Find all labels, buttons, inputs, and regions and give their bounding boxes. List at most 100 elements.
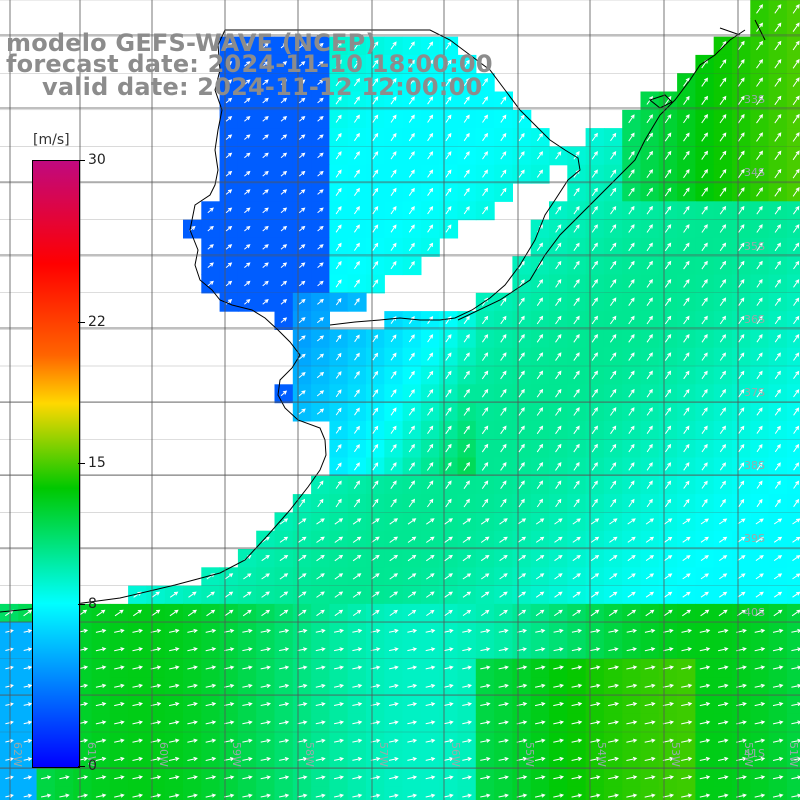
wind-arrow xyxy=(168,647,180,652)
wind-arrow xyxy=(408,334,415,343)
wind-arrow xyxy=(315,665,326,670)
wind-arrow xyxy=(408,41,415,50)
wind-cell xyxy=(256,786,276,800)
wind-arrow xyxy=(754,665,766,670)
wind-cell xyxy=(274,786,294,800)
wind-arrow xyxy=(352,554,362,562)
wind-arrow xyxy=(591,370,599,380)
wind-arrow xyxy=(408,370,415,379)
wind-arrow xyxy=(754,793,766,798)
wind-arrow xyxy=(590,518,600,525)
wind-arrow xyxy=(534,720,546,725)
wind-arrow xyxy=(426,573,435,580)
wind-arrow xyxy=(388,647,399,652)
wind-arrow xyxy=(206,609,216,617)
wind-arrow xyxy=(536,480,544,489)
wind-arrow xyxy=(480,536,490,543)
wind-arrow xyxy=(646,407,653,416)
wind-cell xyxy=(347,786,367,800)
wind-arrow xyxy=(333,720,345,725)
wind-arrow xyxy=(132,720,144,725)
wind-arrow xyxy=(719,498,726,508)
wind-cell xyxy=(786,109,800,129)
wind-cell xyxy=(109,786,129,800)
wind-arrow xyxy=(498,757,509,762)
wind-arrow xyxy=(388,628,399,634)
wind-arrow xyxy=(352,536,362,543)
wind-arrow xyxy=(426,554,435,562)
wind-arrow xyxy=(553,720,565,725)
wind-arrow xyxy=(610,443,617,453)
wind-arrow xyxy=(244,61,251,67)
wind-arrow xyxy=(610,151,617,160)
wind-arrow xyxy=(793,370,800,379)
wind-arrow xyxy=(315,793,326,798)
wind-arrow xyxy=(280,299,288,305)
wind-arrow xyxy=(445,334,452,343)
wind-arrow xyxy=(591,260,599,270)
wind-arrow xyxy=(205,628,217,633)
wind-arrow xyxy=(756,279,763,288)
wind-arrow xyxy=(463,352,470,361)
wind-arrow xyxy=(317,116,324,122)
wind-arrow xyxy=(756,132,764,142)
wind-arrow xyxy=(683,425,690,434)
wind-arrow xyxy=(683,95,690,105)
colorbar-unit: [m/s] xyxy=(33,132,70,148)
wind-arrow xyxy=(607,775,620,780)
wind-arrow xyxy=(626,665,638,670)
wind-arrow xyxy=(223,757,235,762)
wind-arrow xyxy=(737,95,745,106)
wind-arrow xyxy=(317,134,324,140)
wind-arrow xyxy=(774,150,782,160)
wind-arrow xyxy=(445,77,452,87)
wind-arrow xyxy=(646,169,654,178)
wind-arrow xyxy=(280,189,288,195)
wind-arrow xyxy=(535,591,545,598)
wind-arrow xyxy=(772,738,784,743)
wind-arrow xyxy=(427,41,434,50)
wind-arrow xyxy=(207,280,214,287)
wind-arrow xyxy=(168,683,180,688)
wind-arrow xyxy=(756,205,763,215)
wind-arrow xyxy=(719,205,727,215)
wind-cell xyxy=(786,457,800,477)
wind-arrow xyxy=(463,96,470,105)
wind-arrow xyxy=(628,315,635,325)
wind-arrow xyxy=(5,629,14,634)
wind-arrow xyxy=(187,609,197,617)
wind-arrow xyxy=(664,333,672,343)
wind-cell xyxy=(786,420,800,440)
wind-arrow xyxy=(187,738,198,743)
wind-cell xyxy=(219,786,239,800)
wind-arrow xyxy=(390,370,397,379)
wind-arrow xyxy=(5,793,14,798)
wind-arrow xyxy=(462,775,473,780)
wind-arrow xyxy=(223,683,235,688)
wind-arrow xyxy=(536,443,544,453)
wind-arrow xyxy=(482,187,488,196)
wind-arrow xyxy=(463,151,470,160)
wind-arrow xyxy=(408,224,415,233)
wind-arrow xyxy=(207,244,214,250)
wind-arrow xyxy=(645,573,655,580)
wind-arrow xyxy=(280,207,288,214)
wind-arrow xyxy=(573,187,580,197)
wind-arrow xyxy=(609,242,617,252)
wind-cell xyxy=(786,91,800,111)
wind-arrow xyxy=(774,462,781,471)
wind-arrow xyxy=(701,187,709,197)
wind-arrow xyxy=(626,628,638,633)
wind-arrow xyxy=(683,150,690,160)
wind-cell xyxy=(549,786,568,800)
wind-arrow xyxy=(260,628,272,634)
wind-arrow xyxy=(260,793,272,798)
wind-arrow xyxy=(755,573,764,580)
wind-arrow xyxy=(536,132,543,142)
wind-arrow xyxy=(261,609,271,617)
wind-arrow xyxy=(462,665,473,670)
wind-arrow xyxy=(644,756,656,762)
wind-arrow xyxy=(372,480,379,489)
wind-arrow xyxy=(646,279,653,288)
wind-arrow xyxy=(407,793,418,798)
